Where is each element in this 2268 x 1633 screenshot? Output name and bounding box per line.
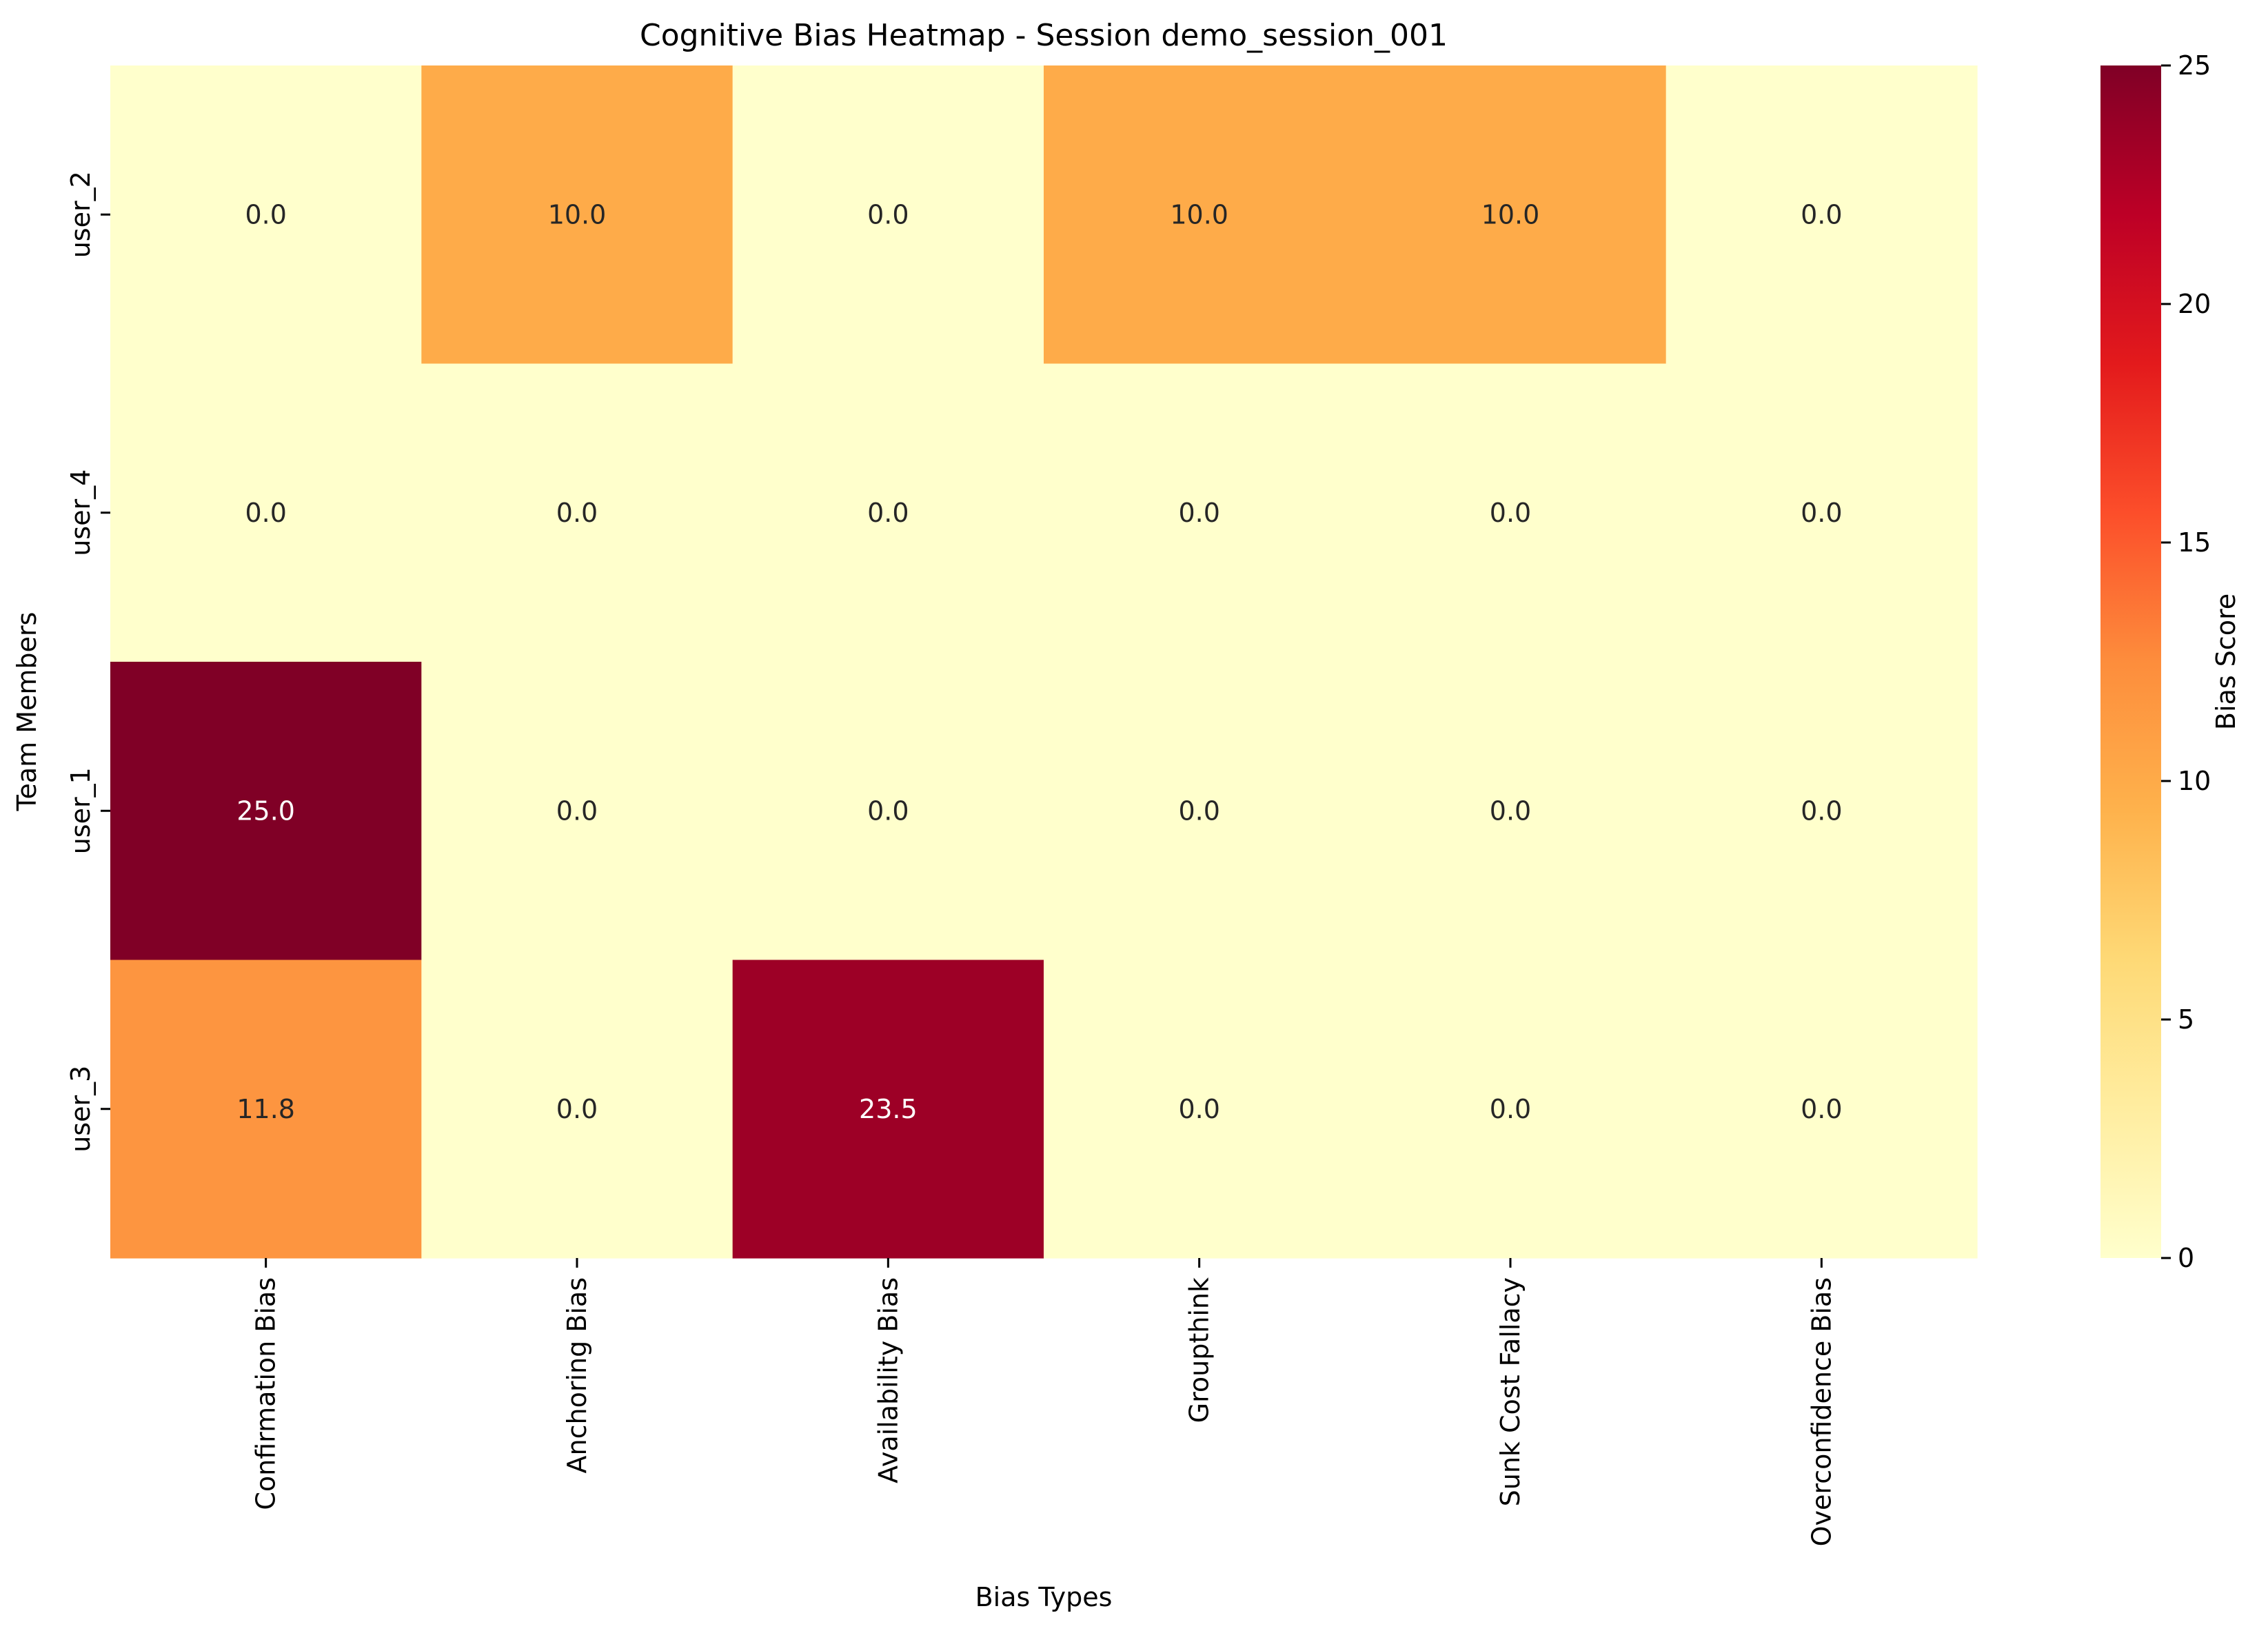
cell-value-label: 0.0 bbox=[867, 795, 909, 826]
y-axis-ticks: user_2 user_4 user_1 user_3 bbox=[65, 171, 110, 1153]
y-tick-label: user_3 bbox=[65, 1066, 96, 1153]
y-tick-label: user_1 bbox=[65, 767, 96, 854]
heatmap-cell bbox=[110, 662, 422, 961]
colorbar-tick-label: 20 bbox=[2178, 289, 2211, 319]
heatmap-cell bbox=[1044, 662, 1355, 961]
y-tick-label: user_4 bbox=[65, 469, 96, 556]
heatmap-cell bbox=[1355, 662, 1667, 961]
heatmap-cell bbox=[421, 65, 733, 365]
cell-value-label: 0.0 bbox=[1490, 1094, 1531, 1124]
cell-value-label: 0.0 bbox=[1178, 1094, 1219, 1124]
x-tick-label: Groupthink bbox=[1184, 1277, 1215, 1423]
cell-value-label: 0.0 bbox=[1490, 795, 1531, 826]
heatmap-cell bbox=[421, 662, 733, 961]
x-tick-label: Confirmation Bias bbox=[251, 1277, 281, 1510]
heatmap-cell bbox=[732, 662, 1044, 961]
heatmap-cell bbox=[1044, 960, 1355, 1259]
cell-value-label: 0.0 bbox=[556, 1094, 598, 1124]
x-tick-label: Anchoring Bias bbox=[562, 1277, 592, 1473]
cell-value-label: 0.0 bbox=[1178, 498, 1219, 528]
colorbar-gradient bbox=[2100, 65, 2161, 1258]
x-axis-ticks: Confirmation Bias Anchoring Bias Availabil… bbox=[251, 1258, 1836, 1546]
x-tick-label: Overconfidence Bias bbox=[1806, 1277, 1836, 1546]
cell-value-label: 23.5 bbox=[859, 1094, 918, 1124]
cell-value-label: 0.0 bbox=[245, 199, 286, 230]
cell-value-label: 0.0 bbox=[1801, 1094, 1842, 1124]
heatmap-cell bbox=[1044, 363, 1355, 662]
cell-value-label: 25.0 bbox=[236, 795, 295, 826]
heatmap-cell bbox=[732, 363, 1044, 662]
y-axis-label: Team Members bbox=[12, 612, 42, 812]
cell-value-label: 0.0 bbox=[867, 199, 909, 230]
cell-value-label: 0.0 bbox=[1801, 498, 1842, 528]
x-tick-label: Sunk Cost Fallacy bbox=[1495, 1277, 1526, 1506]
cell-value-label: 0.0 bbox=[556, 795, 598, 826]
chart-title: Cognitive Bias Heatmap - Session demo_se… bbox=[640, 18, 1448, 53]
y-tick-label: user_2 bbox=[65, 171, 96, 258]
cell-value-label: 10.0 bbox=[1481, 199, 1540, 230]
heatmap-cell bbox=[1044, 65, 1355, 365]
colorbar-tick-label: 25 bbox=[2178, 50, 2211, 81]
heatmap-cell bbox=[1355, 960, 1667, 1259]
cell-value-label: 0.0 bbox=[867, 498, 909, 528]
colorbar-tick-label: 5 bbox=[2178, 1004, 2194, 1035]
cell-value-label: 10.0 bbox=[548, 199, 607, 230]
cell-value-label: 0.0 bbox=[1801, 795, 1842, 826]
cell-value-label: 0.0 bbox=[245, 498, 286, 528]
colorbar-tick-label: 10 bbox=[2178, 766, 2211, 796]
cell-value-label: 10.0 bbox=[1170, 199, 1228, 230]
heatmap-cell bbox=[1665, 960, 1978, 1259]
cell-value-label: 0.0 bbox=[1178, 795, 1219, 826]
heatmap-cell bbox=[732, 65, 1044, 365]
colorbar-tick-label: 15 bbox=[2178, 527, 2211, 558]
cell-value-label: 0.0 bbox=[556, 498, 598, 528]
heatmap-cell bbox=[110, 960, 422, 1259]
colorbar-tick-label: 0 bbox=[2178, 1243, 2194, 1273]
x-tick-label: Availability Bias bbox=[873, 1277, 903, 1483]
heatmap-cell bbox=[110, 65, 422, 365]
heatmap-cell bbox=[732, 960, 1044, 1259]
heatmap-cell bbox=[1355, 363, 1667, 662]
heatmap-cell bbox=[110, 363, 422, 662]
heatmap-cells: 0.0 10.0 0.0 10.0 10.0 0.0 0.0 0.0 0.0 0.0 0.0 0.0 2… bbox=[110, 65, 1978, 1259]
heatmap-cell bbox=[1665, 662, 1978, 961]
colorbar-label: Bias Score bbox=[2211, 594, 2241, 730]
heatmap-cell bbox=[1355, 65, 1667, 365]
heatmap-cell bbox=[421, 960, 733, 1259]
x-axis-label: Bias Types bbox=[975, 1582, 1113, 1612]
heatmap-cell bbox=[421, 363, 733, 662]
cell-value-label: 11.8 bbox=[236, 1094, 295, 1124]
heatmap-cell bbox=[1665, 65, 1978, 365]
colorbar: 0 5 10 15 20 25 bbox=[2100, 50, 2211, 1273]
cell-value-label: 0.0 bbox=[1490, 498, 1531, 528]
cell-value-label: 0.0 bbox=[1801, 199, 1842, 230]
heatmap-cell bbox=[1665, 363, 1978, 662]
